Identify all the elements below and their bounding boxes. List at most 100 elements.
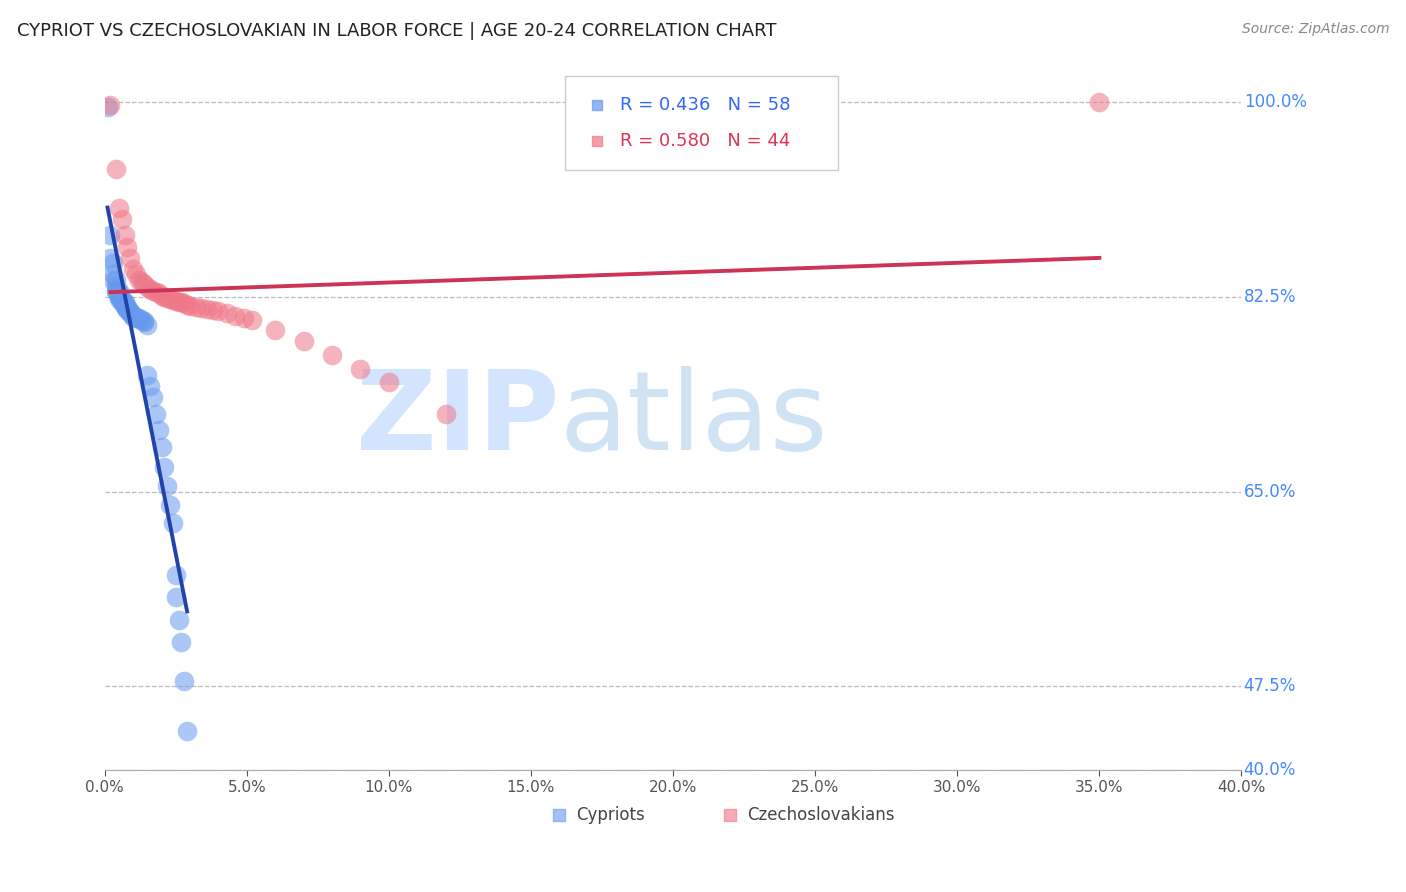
Text: Source: ZipAtlas.com: Source: ZipAtlas.com <box>1241 22 1389 37</box>
Text: R = 0.580   N = 44: R = 0.580 N = 44 <box>620 132 790 150</box>
Point <box>176 723 198 738</box>
Point <box>153 290 176 304</box>
Text: 100.0%: 100.0% <box>1244 93 1306 111</box>
Point <box>150 440 173 454</box>
Text: ZIP: ZIP <box>356 366 560 473</box>
Point <box>114 297 136 311</box>
Point <box>105 161 128 176</box>
Point <box>122 309 145 323</box>
Point <box>120 305 142 319</box>
Point <box>349 362 371 376</box>
Point <box>111 295 134 310</box>
Point <box>114 296 136 310</box>
Text: atlas: atlas <box>560 366 828 473</box>
Point <box>145 285 167 300</box>
Point <box>98 228 121 243</box>
Text: Czechoslovakians: Czechoslovakians <box>747 806 894 824</box>
Point <box>105 284 128 298</box>
Point <box>142 390 165 404</box>
Point <box>111 293 134 307</box>
Point <box>153 460 176 475</box>
Text: 65.0%: 65.0% <box>1244 483 1296 500</box>
Point <box>105 273 128 287</box>
Point <box>122 308 145 322</box>
Point <box>125 310 148 325</box>
Point <box>108 290 131 304</box>
Point <box>103 268 125 282</box>
Point <box>131 275 153 289</box>
Point <box>125 310 148 324</box>
Point <box>167 613 190 627</box>
Point <box>98 98 121 112</box>
Point <box>108 288 131 302</box>
Point <box>128 312 150 326</box>
Point <box>173 673 195 688</box>
Point <box>111 295 134 310</box>
Text: 47.5%: 47.5% <box>1244 677 1296 696</box>
Point <box>136 318 159 332</box>
Point <box>184 300 207 314</box>
Point <box>165 294 187 309</box>
Point <box>103 256 125 270</box>
Point <box>103 273 125 287</box>
Point <box>292 334 315 349</box>
Point <box>105 278 128 293</box>
Point <box>242 313 264 327</box>
Point <box>105 284 128 298</box>
Point <box>108 286 131 301</box>
Point <box>139 378 162 392</box>
Point <box>120 304 142 318</box>
Point <box>98 251 121 265</box>
Point <box>111 211 134 226</box>
Point <box>114 295 136 310</box>
Point <box>131 313 153 327</box>
Point <box>224 309 246 323</box>
Point <box>125 268 148 282</box>
Point <box>156 291 179 305</box>
Point <box>150 288 173 302</box>
Point <box>136 279 159 293</box>
Point <box>122 310 145 324</box>
Point <box>117 303 139 318</box>
Point <box>96 100 118 114</box>
Point <box>114 299 136 313</box>
Point <box>156 479 179 493</box>
Point <box>165 568 187 582</box>
Point <box>120 306 142 320</box>
Point <box>139 282 162 296</box>
Point <box>145 407 167 421</box>
Point <box>159 292 181 306</box>
Point <box>173 296 195 310</box>
Point <box>162 293 184 307</box>
Point <box>148 286 170 301</box>
Point <box>162 516 184 530</box>
Point <box>108 201 131 215</box>
Point <box>190 301 212 315</box>
Point <box>134 314 156 328</box>
Point <box>117 301 139 315</box>
Point <box>136 368 159 382</box>
Point <box>114 300 136 314</box>
Point <box>108 292 131 306</box>
Point <box>264 323 287 337</box>
Point <box>179 299 201 313</box>
Point <box>207 304 229 318</box>
Point <box>117 301 139 316</box>
Point <box>434 407 457 421</box>
Point <box>159 498 181 512</box>
Text: 82.5%: 82.5% <box>1244 288 1296 306</box>
Point <box>165 591 187 605</box>
Text: CYPRIOT VS CZECHOSLOVAKIAN IN LABOR FORCE | AGE 20-24 CORRELATION CHART: CYPRIOT VS CZECHOSLOVAKIAN IN LABOR FORC… <box>17 22 776 40</box>
Point <box>378 376 401 390</box>
Point <box>321 348 343 362</box>
Point <box>128 310 150 325</box>
Point <box>117 300 139 314</box>
Point <box>108 284 131 298</box>
Point <box>201 303 224 318</box>
Point <box>1324 153 1347 167</box>
Point <box>111 293 134 307</box>
Text: Cypriots: Cypriots <box>576 806 645 824</box>
Point <box>148 423 170 437</box>
Point <box>195 301 218 316</box>
Text: 40.0%: 40.0% <box>1244 761 1296 779</box>
